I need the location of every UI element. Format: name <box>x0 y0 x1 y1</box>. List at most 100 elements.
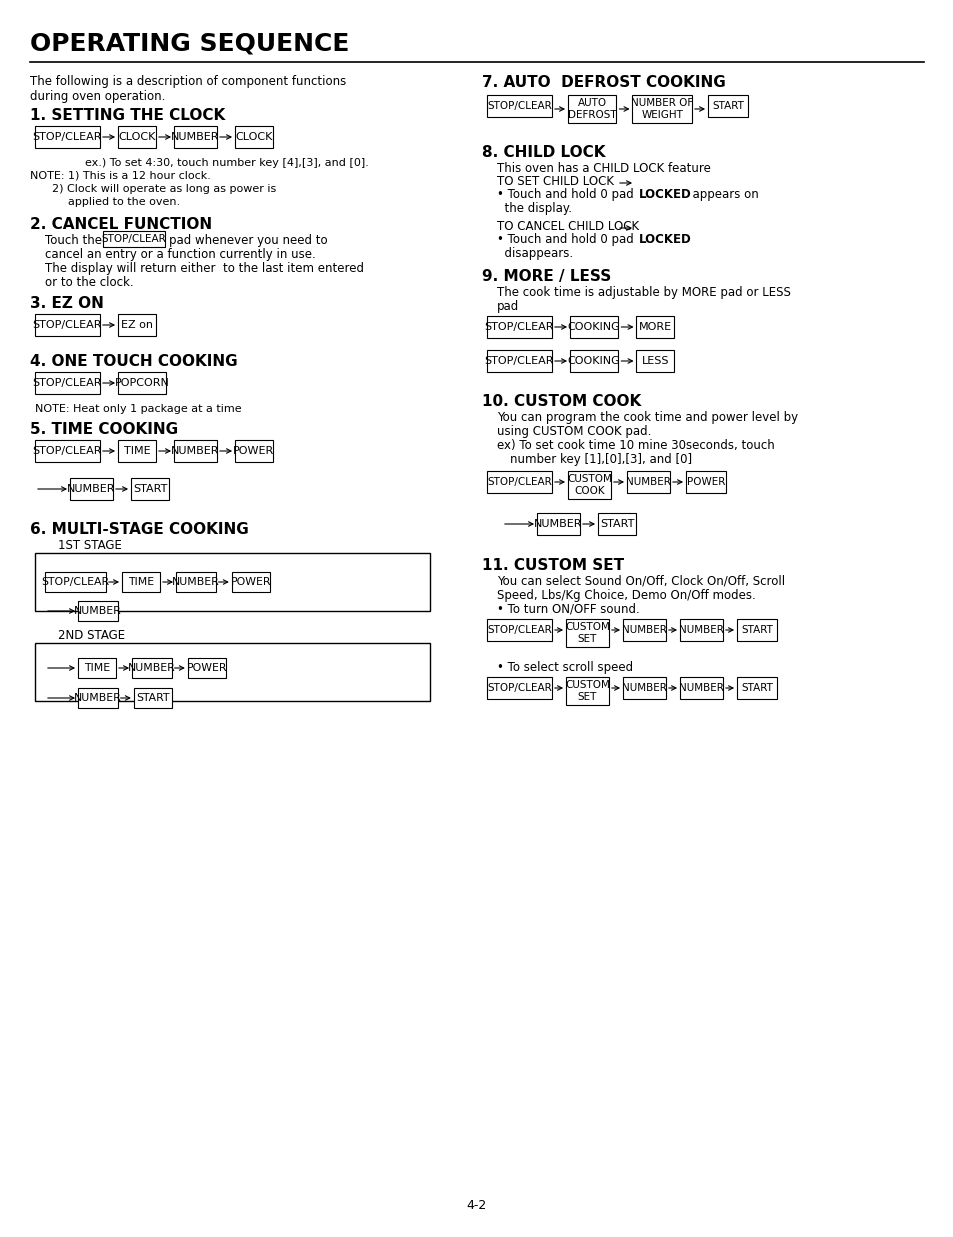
Bar <box>567 471 610 499</box>
Text: pad: pad <box>497 301 518 313</box>
Text: CLOCK: CLOCK <box>235 132 273 142</box>
Text: using CUSTOM COOK pad.: using CUSTOM COOK pad. <box>497 426 651 438</box>
Text: You can program the cook time and power level by: You can program the cook time and power … <box>497 411 798 424</box>
Text: EZ on: EZ on <box>121 320 152 330</box>
Text: TIME: TIME <box>124 447 151 456</box>
Text: START: START <box>136 693 170 703</box>
Bar <box>737 677 776 699</box>
Bar <box>232 571 270 593</box>
Text: NUMBER: NUMBER <box>625 477 670 487</box>
Text: POWER: POWER <box>231 576 271 588</box>
Bar <box>486 95 552 118</box>
Text: 4. ONE TOUCH COOKING: 4. ONE TOUCH COOKING <box>30 354 237 369</box>
Bar <box>118 440 156 461</box>
Text: Speed, Lbs/Kg Choice, Demo On/Off modes.: Speed, Lbs/Kg Choice, Demo On/Off modes. <box>497 589 755 602</box>
Bar <box>537 513 579 534</box>
Text: TO SET CHILD LOCK: TO SET CHILD LOCK <box>497 174 614 188</box>
Text: 1ST STAGE: 1ST STAGE <box>58 539 122 552</box>
Text: NOTE: Heat only 1 package at a time: NOTE: Heat only 1 package at a time <box>35 404 241 414</box>
Text: 2. CANCEL FUNCTION: 2. CANCEL FUNCTION <box>30 216 212 233</box>
Bar <box>45 571 106 593</box>
Text: pad whenever you need to: pad whenever you need to <box>169 234 327 247</box>
Text: 2ND STAGE: 2ND STAGE <box>58 628 125 642</box>
Text: applied to the oven.: applied to the oven. <box>68 197 180 207</box>
Bar <box>679 618 722 641</box>
Text: CUSTOM
SET: CUSTOM SET <box>564 622 609 643</box>
Text: START: START <box>711 101 743 111</box>
Text: ex.) To set 4:30, touch number key [4],[3], and [0].: ex.) To set 4:30, touch number key [4],[… <box>85 158 369 168</box>
Text: 7. AUTO  DEFROST COOKING: 7. AUTO DEFROST COOKING <box>481 75 725 90</box>
Text: • To select scroll speed: • To select scroll speed <box>497 661 633 674</box>
Text: 9. MORE / LESS: 9. MORE / LESS <box>481 268 611 285</box>
Text: NUMBER: NUMBER <box>67 484 115 494</box>
Bar <box>569 350 618 372</box>
Bar <box>35 314 100 336</box>
Text: CUSTOM
COOK: CUSTOM COOK <box>566 474 611 496</box>
Bar <box>679 677 722 699</box>
Text: TIME: TIME <box>84 663 110 673</box>
Bar <box>569 315 618 338</box>
Text: 2) Clock will operate as long as power is: 2) Clock will operate as long as power i… <box>52 184 276 194</box>
Text: 10. CUSTOM COOK: 10. CUSTOM COOK <box>481 395 640 409</box>
Text: NOTE: 1) This is a 12 hour clock.: NOTE: 1) This is a 12 hour clock. <box>30 171 211 181</box>
Bar <box>737 618 776 641</box>
Bar <box>598 513 636 534</box>
Text: The cook time is adjustable by MORE pad or LESS: The cook time is adjustable by MORE pad … <box>497 286 790 299</box>
Text: cancel an entry or a function currently in use.: cancel an entry or a function currently … <box>45 247 315 261</box>
Bar <box>173 440 216 461</box>
Text: NUMBER: NUMBER <box>128 663 175 673</box>
Bar <box>173 126 216 148</box>
Bar <box>626 471 669 494</box>
Bar <box>118 314 156 336</box>
Text: CLOCK: CLOCK <box>118 132 155 142</box>
Bar <box>636 315 674 338</box>
Text: AUTO
DEFROST: AUTO DEFROST <box>567 98 616 120</box>
Text: POWER: POWER <box>233 447 274 456</box>
Text: STOP/CLEAR: STOP/CLEAR <box>484 356 554 366</box>
Text: NUMBER: NUMBER <box>621 625 666 635</box>
Bar <box>622 677 665 699</box>
Bar <box>486 350 552 372</box>
Text: LESS: LESS <box>641 356 669 366</box>
Text: STOP/CLEAR: STOP/CLEAR <box>32 320 102 330</box>
Bar <box>685 471 725 494</box>
Text: START: START <box>599 520 634 529</box>
Bar <box>486 315 552 338</box>
Text: number key [1],[0],[3], and [0]: number key [1],[0],[3], and [0] <box>510 453 691 466</box>
Text: STOP/CLEAR: STOP/CLEAR <box>41 576 110 588</box>
Text: appears on: appears on <box>684 188 758 200</box>
Text: START: START <box>740 683 772 693</box>
Bar <box>486 471 552 494</box>
Text: STOP/CLEAR: STOP/CLEAR <box>32 447 102 456</box>
Text: • Touch and hold 0 pad: • Touch and hold 0 pad <box>497 188 633 200</box>
Text: STOP/CLEAR: STOP/CLEAR <box>487 683 551 693</box>
Text: You can select Sound On/Off, Clock On/Off, Scroll: You can select Sound On/Off, Clock On/Of… <box>497 575 784 588</box>
Text: 8. CHILD LOCK: 8. CHILD LOCK <box>481 145 605 160</box>
Text: STOP/CLEAR: STOP/CLEAR <box>32 132 102 142</box>
Bar <box>78 658 116 678</box>
Bar <box>636 350 674 372</box>
Text: The display will return either  to the last item entered: The display will return either to the la… <box>45 262 364 275</box>
Text: NUMBER: NUMBER <box>534 520 582 529</box>
Text: POWER: POWER <box>187 663 227 673</box>
Bar <box>632 95 691 122</box>
Text: LOCKED: LOCKED <box>639 233 691 246</box>
Bar <box>35 372 100 395</box>
Text: NUMBER: NUMBER <box>172 576 219 588</box>
Bar <box>234 440 273 461</box>
Text: 1. SETTING THE CLOCK: 1. SETTING THE CLOCK <box>30 108 225 122</box>
Bar <box>70 477 112 500</box>
Text: STOP/CLEAR: STOP/CLEAR <box>487 101 551 111</box>
Text: • Touch and hold 0 pad: • Touch and hold 0 pad <box>497 233 633 246</box>
Text: NUMBER: NUMBER <box>74 693 122 703</box>
Text: 4-2: 4-2 <box>466 1199 487 1212</box>
Text: NUMBER: NUMBER <box>679 625 723 635</box>
Text: • To turn ON/OFF sound.: • To turn ON/OFF sound. <box>497 602 639 616</box>
Text: TO CANCEL CHILD LOCK: TO CANCEL CHILD LOCK <box>497 220 639 233</box>
Text: STOP/CLEAR: STOP/CLEAR <box>487 477 551 487</box>
Text: TIME: TIME <box>128 576 153 588</box>
Bar <box>565 677 608 705</box>
Text: disappears.: disappears. <box>497 247 573 260</box>
Bar <box>565 618 608 647</box>
Bar <box>103 231 165 247</box>
